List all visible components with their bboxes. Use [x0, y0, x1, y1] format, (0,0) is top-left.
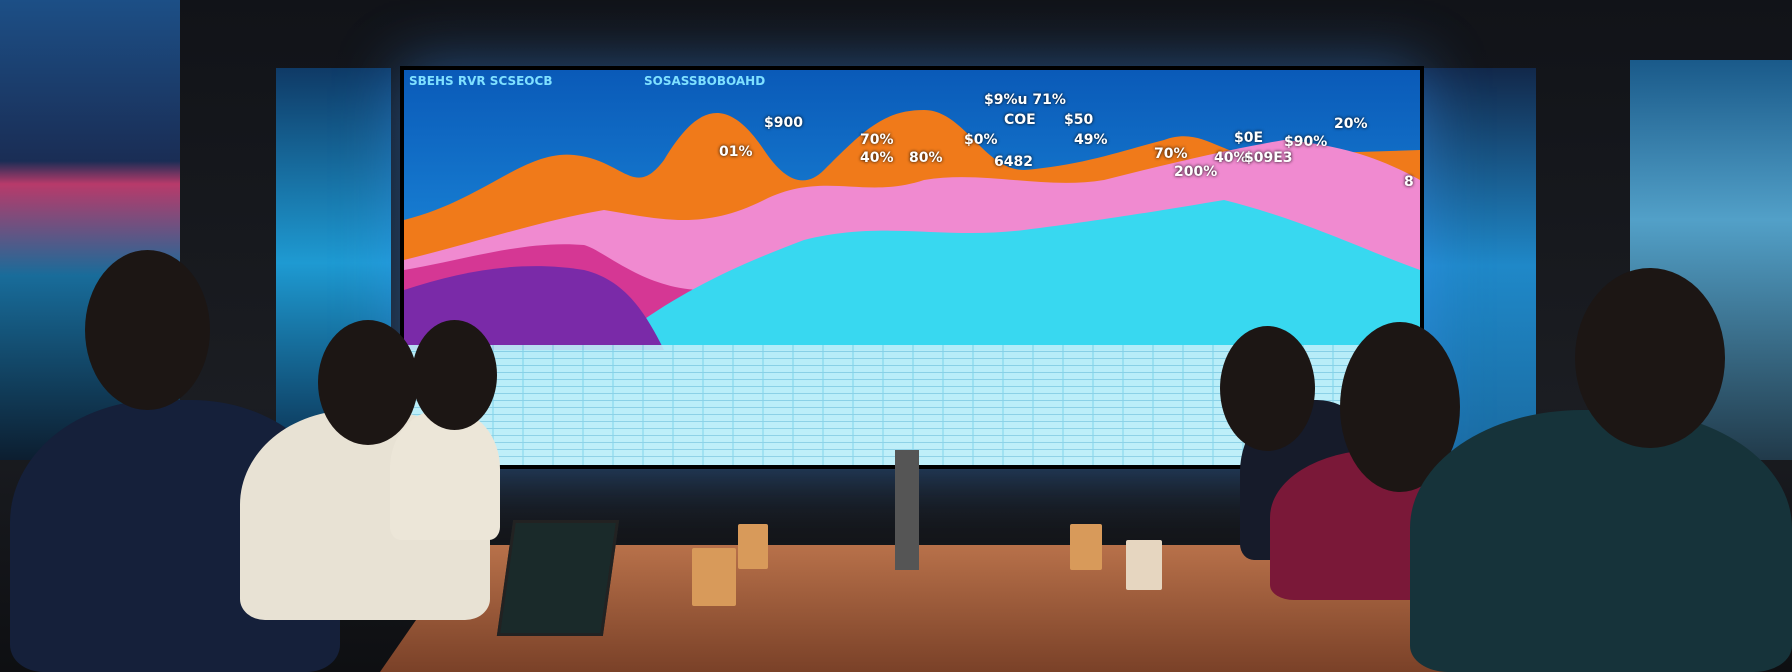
- table-row: [404, 422, 1420, 429]
- chart-label: $900: [764, 115, 803, 131]
- person-head: [412, 320, 497, 430]
- table-row: [404, 373, 1420, 380]
- table-row: [404, 443, 1420, 450]
- person-head: [1575, 268, 1725, 448]
- dashboard-screen: SBEHS RVR SCSEOCB SOSASSBOBOAHD $900 01%…: [400, 66, 1424, 469]
- chart-label: 6482: [994, 154, 1033, 170]
- screen-header-left: SBEHS RVR SCSEOCB: [409, 74, 553, 88]
- table-row: [404, 345, 1420, 352]
- table-row: [404, 352, 1420, 359]
- laptop: [496, 520, 620, 636]
- chart-label: 70%: [860, 132, 894, 148]
- chart-label: $0E: [1234, 130, 1264, 146]
- table-row: [404, 401, 1420, 408]
- table-row: [404, 429, 1420, 436]
- table-row: [404, 366, 1420, 373]
- chart-label: COE: [1004, 112, 1036, 128]
- person-head: [1220, 326, 1315, 451]
- coffee-cup: [1126, 540, 1162, 590]
- person-head: [85, 250, 210, 410]
- chart-label: 40%: [1214, 150, 1248, 166]
- coffee-cup: [1070, 524, 1102, 570]
- screen-header-right: SOSASSBOBOAHD: [644, 74, 766, 88]
- person-white-shirt: [390, 410, 500, 540]
- table-row: [404, 359, 1420, 366]
- monitor-stand: [895, 450, 919, 570]
- chart-label: 49%: [1074, 132, 1108, 148]
- chart-label: 01%: [719, 144, 753, 160]
- table-row: [404, 408, 1420, 415]
- chart-label: $90%: [1284, 134, 1328, 150]
- chart-label: 70%: [1154, 146, 1188, 162]
- chart-label: 80%: [909, 150, 943, 166]
- table-row: [404, 380, 1420, 387]
- chart-label: 40%: [860, 150, 894, 166]
- coffee-cup: [692, 548, 736, 606]
- table-row: [404, 436, 1420, 443]
- person-head: [318, 320, 418, 445]
- chart-label: 8: [1404, 174, 1414, 190]
- chart-label: $9%u 71%: [984, 92, 1066, 108]
- chart-label: $50: [1064, 112, 1094, 128]
- chart-label: $09E3: [1244, 150, 1293, 166]
- table-row: [404, 394, 1420, 401]
- chart-label: $0%: [964, 132, 998, 148]
- chart-label: 20%: [1334, 116, 1368, 132]
- table-row: [404, 415, 1420, 422]
- area-chart: [404, 110, 1420, 350]
- person-right-foreground: [1410, 410, 1792, 672]
- cyan-area: [604, 200, 1420, 350]
- table-row: [404, 387, 1420, 394]
- coffee-cup: [738, 524, 768, 569]
- chart-label: 200%: [1174, 164, 1218, 180]
